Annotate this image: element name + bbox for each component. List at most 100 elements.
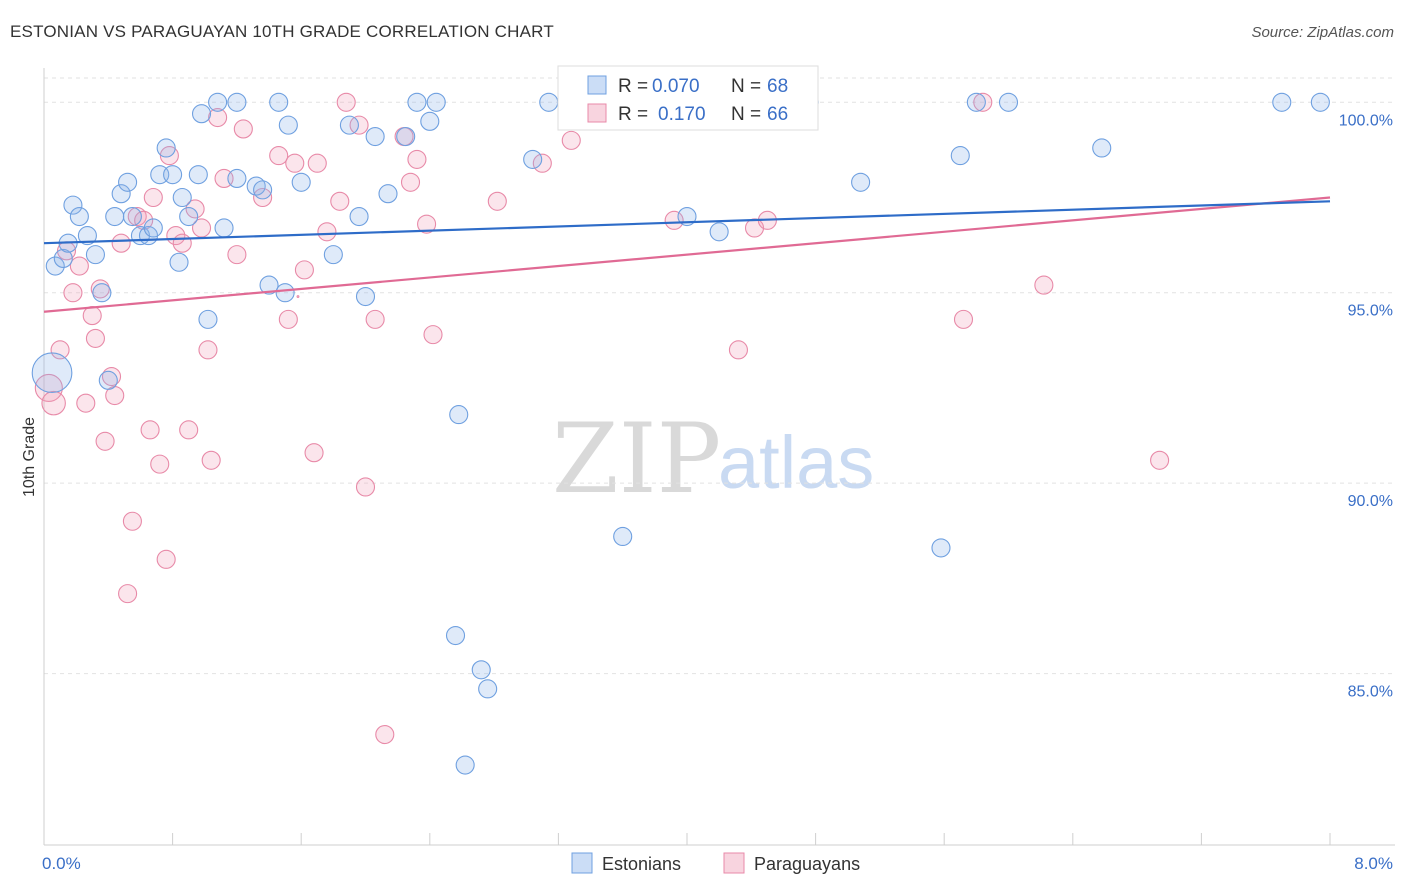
paraguayan-point [400, 172, 421, 192]
estonian-point [420, 111, 440, 131]
x-tick-label-min: 0.0% [42, 854, 81, 873]
paraguayan-point [317, 222, 337, 242]
paraguayan-point [156, 549, 176, 569]
y-tick-label: 95.0% [1348, 303, 1393, 320]
watermark-zip: ZIP [552, 403, 721, 515]
estonian-point [214, 218, 234, 238]
paraguayans-legend-swatch [723, 852, 745, 874]
paraguayan-point [423, 325, 443, 345]
estonian-n-value: 68 [767, 76, 788, 97]
estonian-point [227, 92, 247, 112]
paraguayan-point [201, 450, 221, 470]
paraguayan-n-label: N = [731, 104, 761, 125]
paraguayan-point [95, 431, 115, 451]
estonian-point [1310, 92, 1330, 112]
paraguayan-point [294, 260, 314, 280]
paraguayan-point [355, 477, 376, 497]
estonian-point [323, 245, 343, 265]
paraguayan-point [227, 245, 247, 265]
paraguayan-point [269, 146, 289, 166]
estonian-point [188, 165, 208, 185]
paraguayan-point [185, 199, 205, 219]
paraguayan-legend-swatch [587, 103, 607, 123]
estonian-point [53, 248, 73, 268]
estonian-point [278, 115, 298, 135]
paraguayan-trend-line [43, 196, 1331, 313]
estonian-point [253, 180, 273, 200]
paraguayan-point [253, 187, 273, 208]
estonian-point [105, 206, 125, 227]
estonian-point [349, 206, 369, 227]
paraguayan-point [159, 146, 179, 166]
paraguayan-point [122, 511, 142, 531]
paraguayan-point [233, 119, 253, 139]
trend-lines [43, 196, 1331, 313]
paraguayan-n-value: 66 [767, 104, 788, 125]
paraguayan-point [417, 214, 437, 234]
stats-legend-box [557, 65, 819, 131]
paraguayan-point [82, 306, 102, 326]
estonian-point [156, 138, 176, 158]
estonian-point [478, 679, 498, 699]
paraguayan-point [349, 115, 369, 135]
estonian-legend-swatch [587, 75, 607, 95]
x-ticks [43, 833, 1331, 845]
paraguayan-point [304, 443, 324, 463]
paraguayan-point [728, 340, 748, 360]
watermark-atlas: atlas [718, 421, 874, 504]
estonian-point [122, 206, 142, 227]
estonian-point [1092, 138, 1112, 158]
estonian-point [407, 92, 427, 112]
estonian-point [355, 286, 376, 307]
source-credit: Source: ZipAtlas.com [1251, 24, 1394, 41]
estonian-point [63, 195, 83, 215]
estonian-point [613, 526, 633, 547]
paraguayan-point [330, 191, 350, 211]
paraguayan-point [375, 724, 395, 745]
stats-legend: R = 0.070 N = 68 R = 0.170 N = 66 [557, 65, 819, 131]
estonian-point [163, 165, 183, 185]
paraguayan-point [69, 256, 89, 276]
paraguayan-point [208, 107, 228, 128]
paraguayan-point [336, 92, 356, 112]
estonian-point [950, 146, 970, 166]
estonian-point [31, 352, 73, 394]
paraguayan-point [34, 373, 63, 402]
paraguayan-point [561, 130, 581, 150]
estonian-point [259, 275, 279, 295]
paraguayan-point [407, 149, 427, 169]
estonian-point [339, 115, 359, 135]
paraguayan-point [532, 153, 552, 173]
series-legend: Estonians Paraguayans [571, 852, 860, 874]
paraguayan-point [179, 420, 199, 440]
y-tick-label: 85.0% [1348, 684, 1393, 701]
paraguayan-point [365, 309, 385, 329]
y-tick-label: 90.0% [1348, 493, 1393, 510]
paraguayan-point [1150, 450, 1170, 470]
estonian-point [172, 187, 192, 208]
estonian-point [426, 92, 446, 112]
estonian-point [471, 660, 491, 680]
estonian-point [1272, 92, 1292, 112]
estonian-point [523, 149, 543, 169]
paraguayan-point [973, 92, 993, 112]
estonian-point [445, 625, 466, 646]
paraguayan-points [34, 92, 1170, 745]
estonian-point [118, 172, 138, 192]
paraguayan-point [191, 218, 212, 238]
y-tick-labels: 85.0% 90.0% 95.0% 100.0% [1339, 112, 1393, 700]
paraguayan-r-value: 0.170 [658, 104, 706, 125]
estonian-point [269, 92, 289, 112]
paraguayan-point [140, 420, 160, 440]
estonian-point [179, 206, 199, 227]
paraguayan-point [278, 309, 298, 329]
estonian-point [931, 538, 951, 558]
estonians-legend-label: Estonians [602, 854, 681, 874]
grid-lines [44, 77, 1395, 675]
paraguayan-point [296, 295, 300, 298]
paraguayan-point [664, 210, 684, 230]
paraguayan-point [50, 340, 70, 360]
estonian-point [85, 245, 105, 265]
estonian-r-value: 0.070 [652, 76, 700, 97]
paraguayan-point [63, 283, 83, 303]
